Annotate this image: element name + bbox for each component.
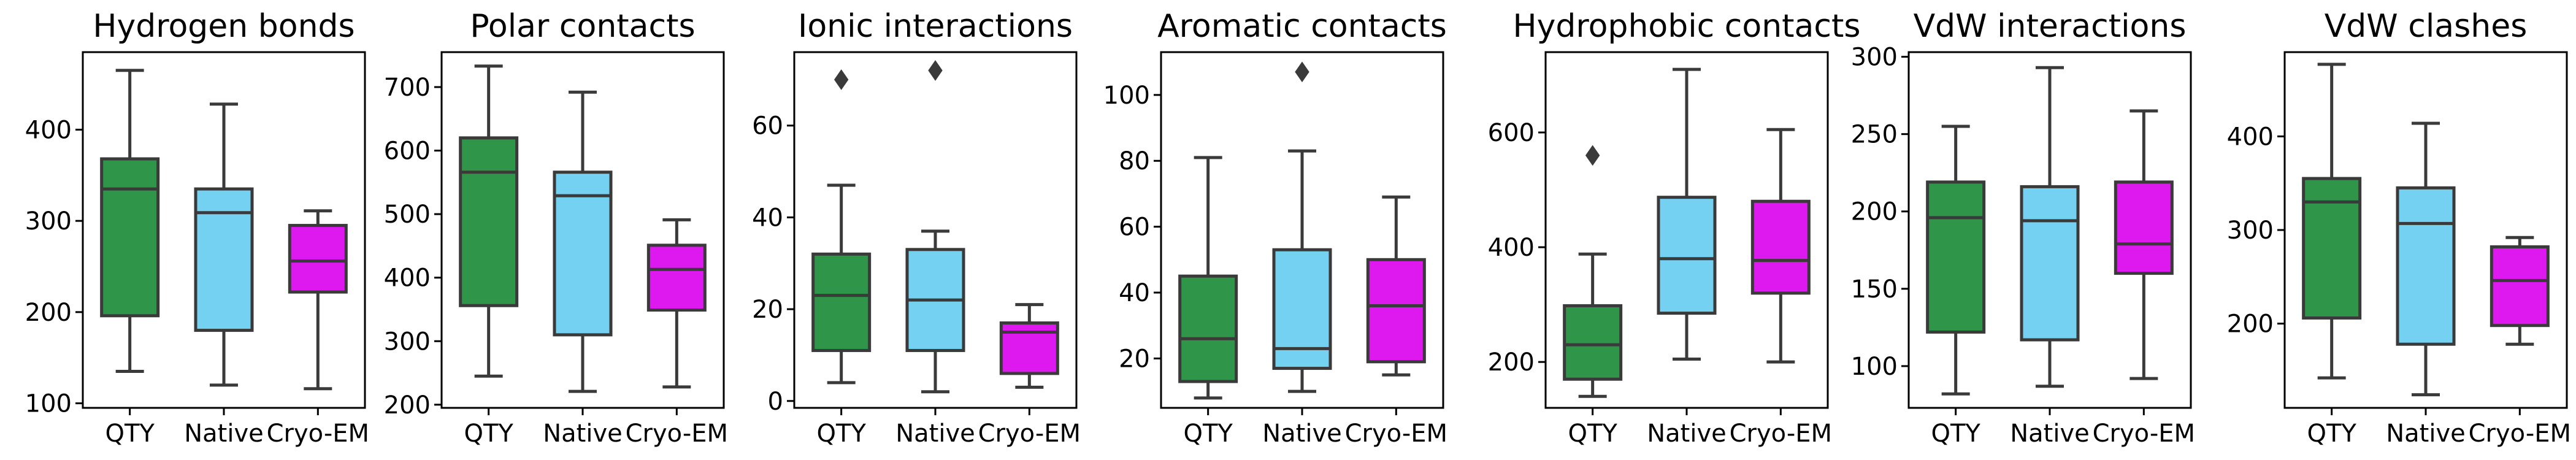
y-tick-label: 60 [752,112,783,140]
chart-title: Aromatic contacts [1157,8,1447,45]
x-tick-label: Native [1262,420,1342,448]
box-cryo-em [2490,245,2550,328]
y-tick-label: 200 [2227,310,2274,339]
y-tick-label: 60 [1119,213,1150,242]
x-tick-label: Native [1647,420,1727,448]
x-tick-label: QTY [2307,420,2356,448]
chart-panel: Aromatic contacts 20 40 60 80 100 QTY Native Cry… [1103,8,1447,448]
box-cryo-em [999,321,1059,375]
box-qty [1563,304,1623,381]
y-tick-label: 700 [384,74,431,102]
x-tick-label: Native [543,420,623,448]
box-qty [1178,274,1238,383]
y-tick-label: 150 [1851,275,1898,304]
chart-panel: VdW clashes 200 300 400 QTY Native Cryo-EM [2227,8,2571,448]
y-tick-label: 80 [1119,147,1150,175]
x-tick-label: Cryo-EM [267,420,369,448]
y-tick-label: 400 [25,116,72,144]
x-tick-label: Native [2010,420,2090,448]
chart-panel: Polar contacts 200 300 400 500 600 700 QTY Nativ… [384,8,728,448]
box-qty [459,136,519,307]
outlier-point [1585,145,1600,166]
y-tick-label: 100 [1851,353,1898,381]
plot-frame [1544,51,1829,409]
x-tick-label: Cryo-EM [2093,420,2195,448]
box-qty [100,157,160,318]
y-tick-label: 500 [384,201,431,229]
y-tick-label: 600 [1488,119,1535,147]
box-cryo-em [288,224,348,294]
y-tick-label: 0 [768,388,783,416]
plot-frame [1907,51,2192,409]
y-tick-label: 100 [25,390,72,418]
y-tick-label: 200 [384,391,431,420]
chart-panel: VdW interactions 100 150 200 250 300 QTY Native… [1851,8,2195,448]
y-tick-label: 400 [1488,234,1535,262]
box-cryo-em [2114,180,2174,275]
y-tick-label: 400 [2227,123,2274,151]
box-qty [1926,180,1986,334]
y-tick-label: 40 [752,204,783,232]
chart-title: Hydrogen bonds [93,8,355,45]
x-tick-label: Native [2386,420,2466,448]
chart-panel: Ionic interactions 0 20 40 60 QTY Native Cryo-E… [752,8,1081,448]
y-tick-label: 100 [1103,82,1150,110]
x-tick-label: QTY [105,420,155,448]
x-tick-label: Cryo-EM [626,420,728,448]
chart-title: Ionic interactions [798,8,1073,45]
plot-frame [793,51,1078,409]
chart-panel: Hydrophobic contacts 200 400 600 QTY Native Cr… [1488,8,1861,448]
x-tick-label: Cryo-EM [1345,420,1447,448]
x-tick-label: Cryo-EM [1730,420,1832,448]
box-cryo-em [646,243,707,312]
y-tick-label: 200 [1851,198,1898,226]
y-tick-label: 250 [1851,121,1898,149]
x-tick-label: Cryo-EM [2469,420,2571,448]
y-tick-label: 40 [1119,279,1150,307]
x-tick-label: QTY [1568,420,1617,448]
chart-title: VdW clashes [2325,8,2528,45]
y-tick-label: 300 [1851,44,1898,72]
box-qty [2302,177,2362,320]
box-cryo-em [1750,199,1811,295]
plot-frame [440,51,725,409]
y-tick-label: 20 [1119,345,1150,373]
chart-title: Hydrophobic contacts [1513,8,1861,45]
y-tick-label: 400 [384,264,431,293]
plot-frame [2283,51,2568,409]
box-qty [811,252,872,352]
plot-frame [82,51,366,409]
box-native [553,171,613,337]
x-tick-label: Native [184,420,264,448]
y-tick-label: 300 [384,328,431,356]
outlier-point [928,60,943,81]
chart-title: VdW interactions [1914,8,2187,45]
box-native [1657,196,1717,315]
y-tick-label: 200 [25,299,72,327]
box-native [2020,185,2080,342]
x-tick-label: QTY [1183,420,1233,448]
x-tick-label: Native [895,420,975,448]
box-native [194,187,254,332]
plot-frame [1160,51,1444,409]
y-tick-label: 300 [25,207,72,236]
chart-title: Polar contacts [470,8,695,45]
box-cryo-em [1366,258,1426,364]
chart-panel: Hydrogen bonds 100 200 300 400 QTY Native Cryo-… [25,8,369,448]
x-tick-label: Cryo-EM [978,420,1081,448]
outlier-point [834,69,849,90]
y-tick-label: 200 [1488,348,1535,377]
y-tick-label: 300 [2227,217,2274,245]
y-tick-label: 600 [384,137,431,166]
x-tick-label: QTY [1931,420,1980,448]
outlier-point [1295,61,1309,83]
x-tick-label: QTY [464,420,513,448]
y-tick-label: 20 [752,296,783,324]
x-tick-label: QTY [816,420,866,448]
box-native [1272,248,1332,370]
box-native [2396,186,2456,346]
